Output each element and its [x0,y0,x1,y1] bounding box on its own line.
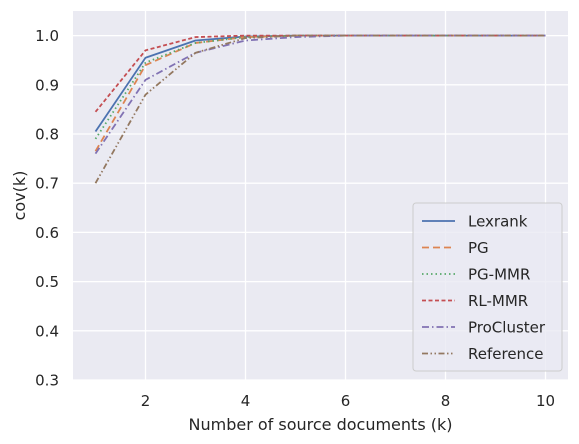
y-axis-ticks: 0.3 0.4 0.5 0.6 0.7 0.8 0.9 1.0 [35,27,59,389]
x-tick-label: 2 [141,392,151,410]
x-tick-label: 8 [441,392,451,410]
legend-label: Reference [468,345,544,363]
x-tick-label: 4 [241,392,251,410]
y-tick-label: 0.5 [35,273,59,291]
series-lines [94,34,546,184]
y-tick-label: 0.4 [35,322,59,340]
y-tick-label: 0.6 [35,224,59,242]
legend-label: Lexrank [468,213,528,231]
legend: Lexrank PG PG-MMR RL-MMR ProCluster Reference [412,202,563,372]
y-tick-label: 0.9 [35,76,59,94]
legend-box [412,202,563,372]
y-tick-label: 1.0 [35,27,59,45]
legend-label: ProCluster [468,319,546,337]
legend-label: PG-MMR [468,266,530,284]
series-line-reference [94,34,546,184]
y-tick-label: 0.3 [35,372,59,390]
grid [73,11,568,381]
x-axis-ticks: 2 4 6 8 10 [141,392,555,410]
x-tick-label: 10 [536,392,555,410]
x-tick-label: 6 [341,392,351,410]
y-tick-label: 0.7 [35,175,59,193]
y-tick-label: 0.8 [35,126,59,144]
legend-label: RL-MMR [468,292,528,310]
x-axis-label: Number of source documents (k) [189,415,453,434]
series-line-procluster [94,34,546,155]
legend-label: PG [468,239,489,257]
y-axis-label: cov(k) [10,171,29,221]
